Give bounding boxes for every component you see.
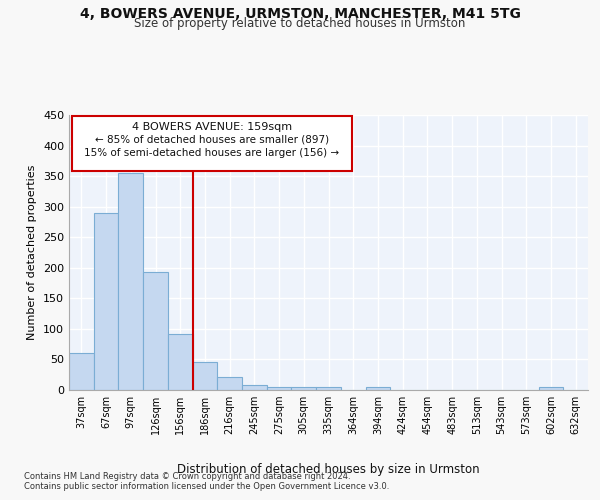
Y-axis label: Number of detached properties: Number of detached properties (28, 165, 37, 340)
Bar (316, 387, 341, 390)
Bar (118, 173, 143, 390)
Text: Distribution of detached houses by size in Urmston: Distribution of detached houses by size … (178, 462, 480, 475)
Bar (193, 362, 217, 390)
Bar (242, 384, 267, 390)
Text: Size of property relative to detached houses in Urmston: Size of property relative to detached ho… (134, 18, 466, 30)
Text: Contains public sector information licensed under the Open Government Licence v3: Contains public sector information licen… (24, 482, 389, 491)
Bar (292, 387, 316, 390)
Bar (217, 377, 242, 390)
Bar (143, 272, 168, 390)
Text: 4, BOWERS AVENUE, URMSTON, MANCHESTER, M41 5TG: 4, BOWERS AVENUE, URMSTON, MANCHESTER, M… (80, 8, 520, 22)
Bar (539, 387, 563, 390)
Bar (267, 387, 292, 390)
Text: Contains HM Land Registry data © Crown copyright and database right 2024.: Contains HM Land Registry data © Crown c… (24, 472, 350, 481)
Bar (94, 213, 118, 390)
Text: ← 85% of detached houses are smaller (897): ← 85% of detached houses are smaller (89… (95, 134, 329, 145)
Bar (168, 334, 193, 390)
Bar (69, 354, 94, 390)
FancyBboxPatch shape (71, 116, 352, 172)
Bar (365, 387, 390, 390)
Text: 15% of semi-detached houses are larger (156) →: 15% of semi-detached houses are larger (… (84, 148, 339, 158)
Text: 4 BOWERS AVENUE: 159sqm: 4 BOWERS AVENUE: 159sqm (131, 122, 292, 132)
